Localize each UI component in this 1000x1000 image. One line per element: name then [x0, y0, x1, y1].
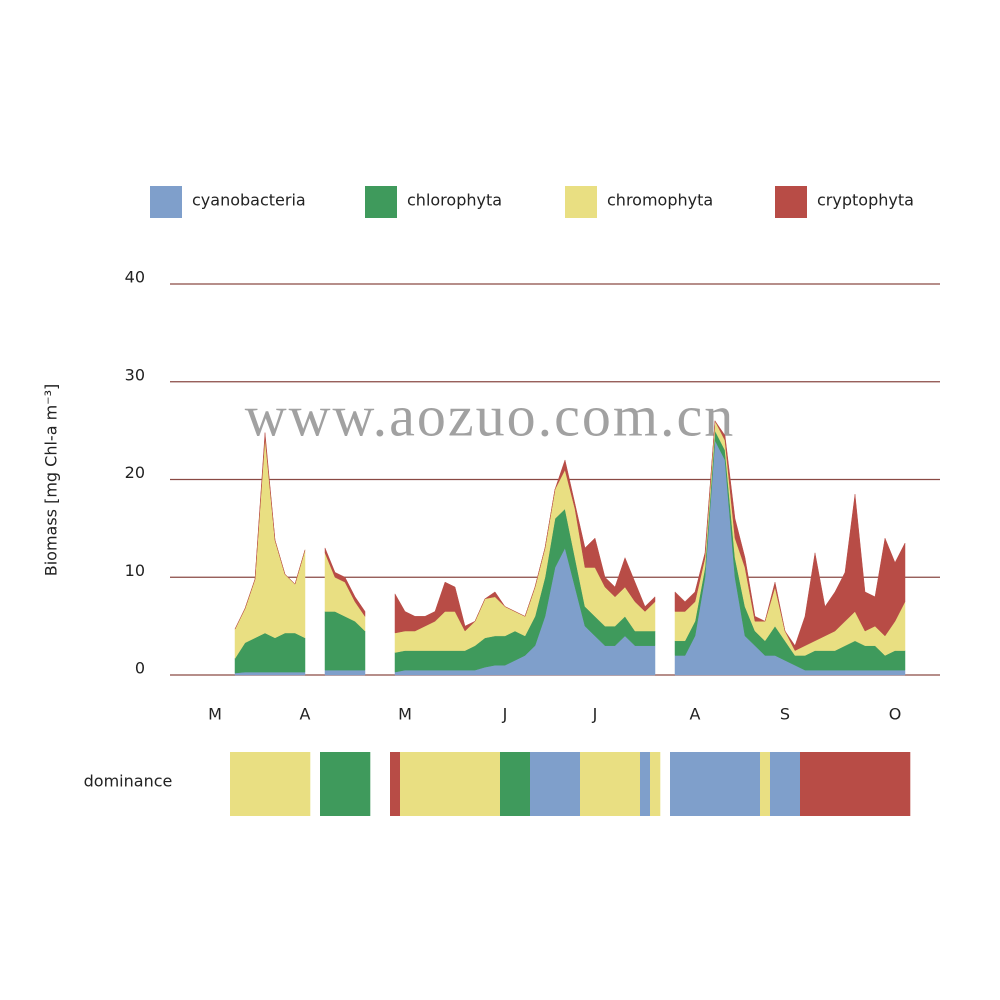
y-tick-label: 0 [135, 659, 145, 678]
dominance-cell [230, 752, 241, 816]
area [234, 439, 906, 676]
y-tick-label: 30 [125, 365, 145, 384]
dominance-cell [740, 752, 751, 816]
dominance-cell [710, 752, 721, 816]
x-tick-label: A [690, 705, 701, 724]
x-tick-label: M [398, 705, 412, 724]
legend-label: chromophyta [607, 191, 713, 210]
dominance-cell [540, 752, 551, 816]
dominance-cell [750, 752, 761, 816]
dominance-cell [520, 752, 531, 816]
dominance-cell [580, 752, 591, 816]
x-tick-label: A [300, 705, 311, 724]
y-tick-label: 20 [125, 463, 145, 482]
dominance-cell [430, 752, 441, 816]
dominance-cell [610, 752, 621, 816]
dominance-cell [290, 752, 301, 816]
area [234, 429, 906, 674]
legend-swatch [365, 186, 397, 218]
dominance-cell [360, 752, 371, 816]
dominance-cell [450, 752, 461, 816]
dominance-cell [890, 752, 901, 816]
dominance-cell [410, 752, 421, 816]
legend-swatch [150, 186, 182, 218]
area [234, 419, 906, 651]
x-tick-label: O [889, 705, 902, 724]
dominance-cell [780, 752, 791, 816]
dominance-cell [590, 752, 601, 816]
dominance-cell [850, 752, 861, 816]
x-tick-label: S [780, 705, 790, 724]
dominance-cell [320, 752, 331, 816]
dominance-cell [480, 752, 491, 816]
y-tick-label: 40 [125, 268, 145, 287]
dominance-cell [690, 752, 701, 816]
dominance-cell [330, 752, 341, 816]
dominance-cell [400, 752, 411, 816]
watermark: www.aozuo.com.cn [245, 383, 735, 448]
dominance-cell [390, 752, 401, 816]
dominance-cell [350, 752, 361, 816]
dominance-cell [730, 752, 741, 816]
dominance-cell [810, 752, 821, 816]
dominance-cell [800, 752, 811, 816]
dominance-cell [240, 752, 251, 816]
dominance-cell [830, 752, 841, 816]
dominance-cell [720, 752, 731, 816]
dominance-cell [620, 752, 631, 816]
dominance-label: dominance [84, 772, 173, 791]
dominance-cell [560, 752, 571, 816]
dominance-cell [490, 752, 501, 816]
dominance-cell [640, 752, 651, 816]
dominance-cell [860, 752, 871, 816]
dominance-cell [440, 752, 451, 816]
dominance-cell [820, 752, 831, 816]
legend-swatch [565, 186, 597, 218]
dominance-cell [630, 752, 641, 816]
dominance-cell [500, 752, 511, 816]
dominance-cell [760, 752, 771, 816]
dominance-cell [670, 752, 681, 816]
dominance-cell [600, 752, 611, 816]
dominance-cell [340, 752, 351, 816]
dominance-cell [470, 752, 481, 816]
dominance-cell [250, 752, 261, 816]
area [234, 419, 906, 660]
dominance-cell [270, 752, 281, 816]
y-tick-label: 10 [125, 561, 145, 580]
legend-label: chlorophyta [407, 191, 502, 210]
dominance-cell [840, 752, 851, 816]
x-tick-label: J [502, 705, 508, 724]
dominance-cell [650, 752, 661, 816]
dominance-cell [680, 752, 691, 816]
dominance-cell [790, 752, 801, 816]
dominance-cell [880, 752, 891, 816]
x-tick-label: M [208, 705, 222, 724]
dominance-cell [870, 752, 881, 816]
dominance-cell [420, 752, 431, 816]
dominance-cell [900, 752, 911, 816]
dominance-cell [280, 752, 291, 816]
dominance-cell [510, 752, 521, 816]
legend-swatch [775, 186, 807, 218]
dominance-cell [700, 752, 711, 816]
dominance-cell [300, 752, 311, 816]
legend-label: cyanobacteria [192, 191, 306, 210]
legend-label: cryptophyta [817, 191, 914, 210]
dominance-cell [460, 752, 471, 816]
dominance-cell [570, 752, 581, 816]
dominance-cell [550, 752, 561, 816]
dominance-cell [770, 752, 781, 816]
y-axis-label: Biomass [mg Chl-a m⁻³] [42, 384, 61, 577]
x-tick-label: J [592, 705, 598, 724]
dominance-cell [530, 752, 541, 816]
dominance-cell [260, 752, 271, 816]
